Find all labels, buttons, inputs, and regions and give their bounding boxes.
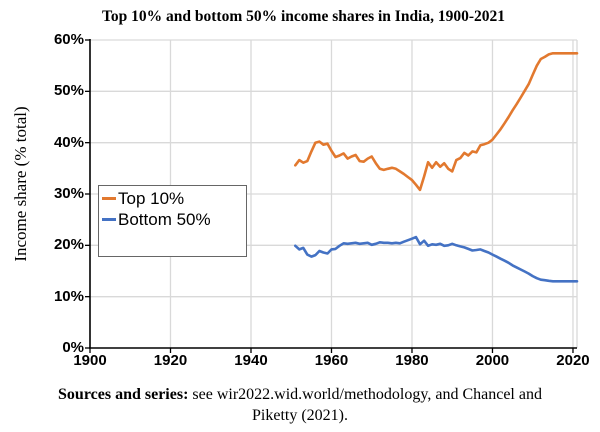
x-tick-label-1920: 1920: [153, 352, 188, 369]
legend-label-top10: Top 10%: [118, 188, 185, 208]
series-line-top10: [293, 51, 579, 192]
top10-line-swatch: [102, 197, 116, 200]
legend-item-top10: Top 10%: [102, 188, 246, 209]
legend-box: Top 10% Bottom 50%: [98, 185, 247, 257]
y-tick-label-10: 10%: [53, 287, 84, 305]
x-tick-label-2020: 2020: [556, 352, 590, 369]
source-caption: Sources and series: see wir2022.wid.worl…: [0, 384, 600, 426]
axes: [85, 39, 577, 353]
bottom50-line-swatch: [102, 218, 116, 221]
y-tick-label-0: 0%: [62, 339, 84, 356]
legend-item-bottom50: Bottom 50%: [102, 209, 246, 230]
x-tick-label-1980: 1980: [395, 352, 429, 369]
x-tick-label-1960: 1960: [314, 352, 349, 369]
caption-line2: Piketty (2021).: [252, 407, 348, 424]
y-tick-label-20: 20%: [53, 236, 84, 254]
gridlines: [90, 39, 578, 348]
series-lines: [293, 51, 579, 283]
caption-line1: Sources and series: see wir2022.wid.worl…: [0, 384, 600, 405]
x-tick-label-1940: 1940: [234, 352, 268, 369]
caption-bold: Sources and series:: [58, 386, 189, 403]
y-tick-label-50: 50%: [53, 82, 84, 100]
x-tick-label-2000: 2000: [475, 352, 510, 369]
y-tick-label-40: 40%: [53, 133, 84, 151]
caption-line1-rest: see wir2022.wid.world/methodology, and C…: [188, 386, 542, 403]
legend-label-bottom50: Bottom 50%: [118, 209, 211, 229]
x-tick-label-1900: 1900: [73, 352, 107, 369]
y-tick-label-60: 60%: [53, 31, 84, 48]
chart-title: Top 10% and bottom 50% income shares in …: [101, 8, 506, 25]
series-line-bottom50: [293, 235, 579, 283]
y-tick-label-30: 30%: [53, 185, 84, 202]
